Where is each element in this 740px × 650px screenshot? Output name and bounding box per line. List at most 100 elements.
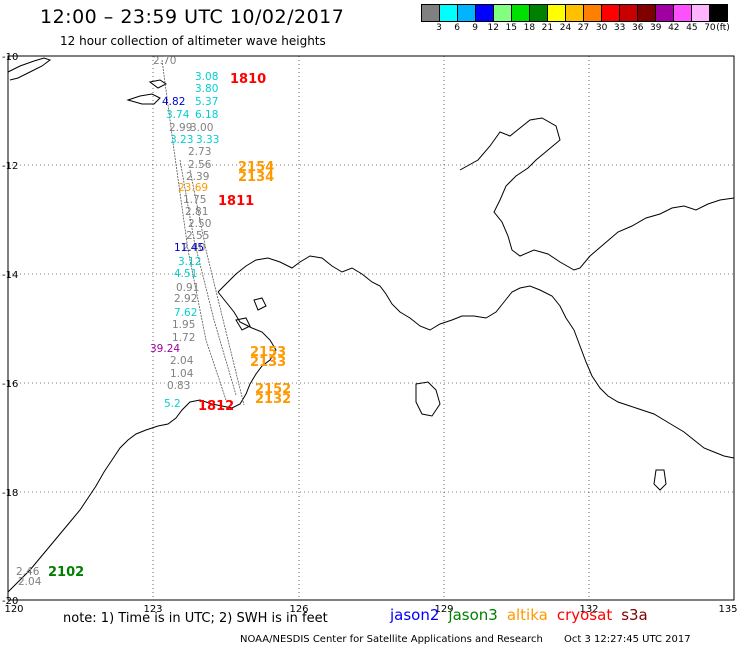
wave-height-label: 2.46 [16, 566, 40, 578]
wave-height-label: 3.12 [178, 256, 201, 268]
color-scale-label: (ft) [716, 23, 730, 33]
wave-height-label: 3.00 [190, 122, 213, 134]
latitude-labels: -10 -12 -14 -16 -18 -20 [2, 52, 18, 607]
satellite-legend-item: altika [506, 606, 548, 624]
wave-height-label: 23.69 [178, 182, 208, 194]
color-scale-label: 12 [487, 23, 499, 33]
wave-height-label: 6.18 [195, 109, 218, 121]
small-islands [148, 79, 167, 89]
color-swatch [710, 5, 727, 21]
color-swatch [620, 5, 638, 21]
color-swatch [566, 5, 584, 21]
pass-time-label: 1810 [230, 72, 266, 87]
wave-height-label: 2.04 [18, 576, 42, 588]
color-swatch [530, 5, 548, 21]
island [235, 317, 251, 331]
color-swatch [476, 5, 494, 21]
color-swatch [584, 5, 602, 21]
color-swatch [548, 5, 566, 21]
wave-height-label: 5.37 [195, 96, 218, 108]
color-scale-label: 33 [613, 23, 626, 33]
island [253, 297, 267, 311]
pass-time-label: 2133 [250, 355, 286, 370]
wave-height-label: 3.80 [195, 83, 218, 95]
longitude-label: 123 [143, 604, 162, 615]
satellite-legend-item: s3a [621, 606, 648, 624]
wave-height-label: 2.55 [186, 230, 209, 242]
color-scale-label: 70 [704, 23, 716, 33]
color-scale-label: 18 [523, 23, 536, 33]
color-scale-label: 21 [541, 23, 554, 33]
wave-height-label: 0.91 [176, 282, 199, 294]
track-swaths [161, 59, 245, 406]
pass-time-label: 2102 [48, 565, 84, 580]
latitude-label: -16 [2, 379, 18, 390]
color-swatch [674, 5, 692, 21]
track-swath-1810 [161, 59, 227, 401]
latitude-label: -18 [2, 488, 18, 499]
color-scale-label: 42 [668, 23, 680, 33]
longitude-label: 129 [434, 604, 453, 615]
pass-time-label: 2152 [255, 382, 291, 397]
longitude-label: 135 [718, 604, 737, 615]
arnhem-coast [459, 117, 735, 271]
satellite-legend: jason2 jason3 altika cryosat s3a [390, 606, 657, 624]
wave-height-label: 0.83 [167, 380, 190, 392]
wave-height-label: 2.70 [153, 55, 176, 67]
color-swatch [602, 5, 620, 21]
footer-credit: NOAA/NESDIS Center for Satellite Applica… [240, 634, 691, 645]
color-swatch [656, 5, 674, 21]
track-swath-2134 [189, 169, 245, 406]
longitude-label: 126 [289, 604, 308, 615]
wave-height-label: 2.81 [185, 206, 208, 218]
color-swatch [512, 5, 530, 21]
wave-height-label: 11.45 [174, 242, 204, 254]
pass-time-label: 2132 [255, 392, 291, 407]
page-title: 12:00 – 23:59 UTC 10/02/2017 [40, 6, 345, 28]
wave-height-label: 7.62 [174, 307, 197, 319]
island [415, 381, 441, 417]
latitude-label: -10 [2, 52, 18, 63]
wave-height-label: 1.75 [183, 194, 206, 206]
pass-time-label: 1811 [218, 194, 254, 209]
longitude-labels: 120 123 126 129 132 135 [4, 604, 737, 615]
wave-height-label: 1.95 [172, 319, 195, 331]
small-islands [126, 93, 161, 105]
wave-height-label: 5.2 [164, 398, 181, 410]
color-scale-label: 6 [454, 23, 460, 33]
wave-height-labels: 2.70 3.083.805.37 4.82 6.18 3.742.993.003.33… [16, 55, 219, 588]
color-scale-label: 24 [559, 23, 572, 33]
satellite-legend-item: jason3 [448, 606, 498, 624]
wave-height-label: 3.74 [166, 109, 190, 121]
wave-height-label: 3.23 [170, 134, 193, 146]
coastline [7, 57, 735, 593]
wave-height-label: 2.04 [170, 355, 194, 367]
latitude-label: -12 [2, 161, 18, 172]
color-scale-label: 3 [436, 23, 442, 33]
wave-height-label: 1.04 [170, 368, 194, 380]
pass-time-label: 1812 [198, 399, 234, 414]
credit-text: NOAA/NESDIS Center for Satellite Applica… [240, 634, 543, 645]
color-swatch [638, 5, 656, 21]
footer-note: note: 1) Time is in UTC; 2) SWH is in fe… [63, 611, 328, 626]
color-scale-labels: 3 6 9 12 15 18 21 24 27 30 33 36 39 42 45 70 (ft) [421, 22, 730, 35]
color-scale-label: 27 [577, 23, 590, 33]
color-swatch [692, 5, 710, 21]
wave-height-label: 2.73 [188, 146, 211, 158]
page-subtitle: 12 hour collection of altimeter wave hei… [60, 34, 326, 48]
wave-height-label: 3.33 [196, 134, 219, 146]
credit-timestamp: Oct 3 12:27:45 UTC 2017 [564, 634, 691, 645]
track-swath-2154 [179, 159, 237, 396]
wave-height-label: 4.82 [162, 96, 185, 108]
wave-height-label: 2.50 [188, 218, 211, 230]
color-scale-label: 36 [631, 23, 644, 33]
color-scale-label: 15 [505, 23, 518, 33]
wave-height-label: 2.56 [188, 159, 212, 171]
wave-height-label: 39.24 [150, 343, 180, 355]
pass-time-label: 2154 [238, 160, 274, 175]
satellite-legend-item: cryosat [556, 606, 613, 624]
wave-height-label: 2.40 [182, 242, 205, 254]
timor-island [7, 57, 52, 81]
